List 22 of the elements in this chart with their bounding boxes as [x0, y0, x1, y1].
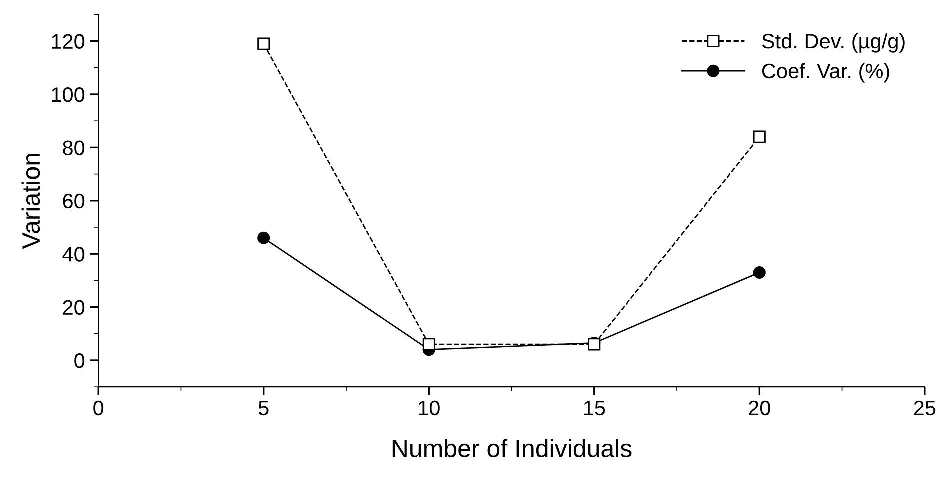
point [258, 232, 270, 244]
y-tick-label: 0 [74, 354, 85, 368]
x-tick-label: 10 [419, 400, 440, 416]
x-tick-label: 25 [914, 400, 936, 416]
x-tick-label: 20 [749, 400, 770, 416]
y-tick-label: 80 [63, 140, 85, 156]
point [753, 130, 766, 144]
legend-label: Std. Dev. (µg/g) [762, 33, 905, 53]
y-tick-label: 100 [52, 88, 85, 102]
y-tick-label: 120 [52, 34, 85, 50]
x-tick-label: 15 [584, 401, 606, 416]
x-axis-title: Number of Individuals [392, 439, 632, 458]
point [753, 266, 766, 279]
legend-label: Coef. Var. (%) [762, 63, 890, 83]
x-tick-label: 5 [258, 401, 269, 416]
point [258, 38, 270, 50]
y-axis-title: Variation [22, 154, 40, 250]
x-tick-label: 0 [94, 400, 104, 416]
y-tick-label: 20 [63, 300, 85, 316]
y-tick-label: 60 [63, 194, 85, 209]
point [422, 338, 436, 351]
y-tick-label: 40 [62, 247, 85, 262]
